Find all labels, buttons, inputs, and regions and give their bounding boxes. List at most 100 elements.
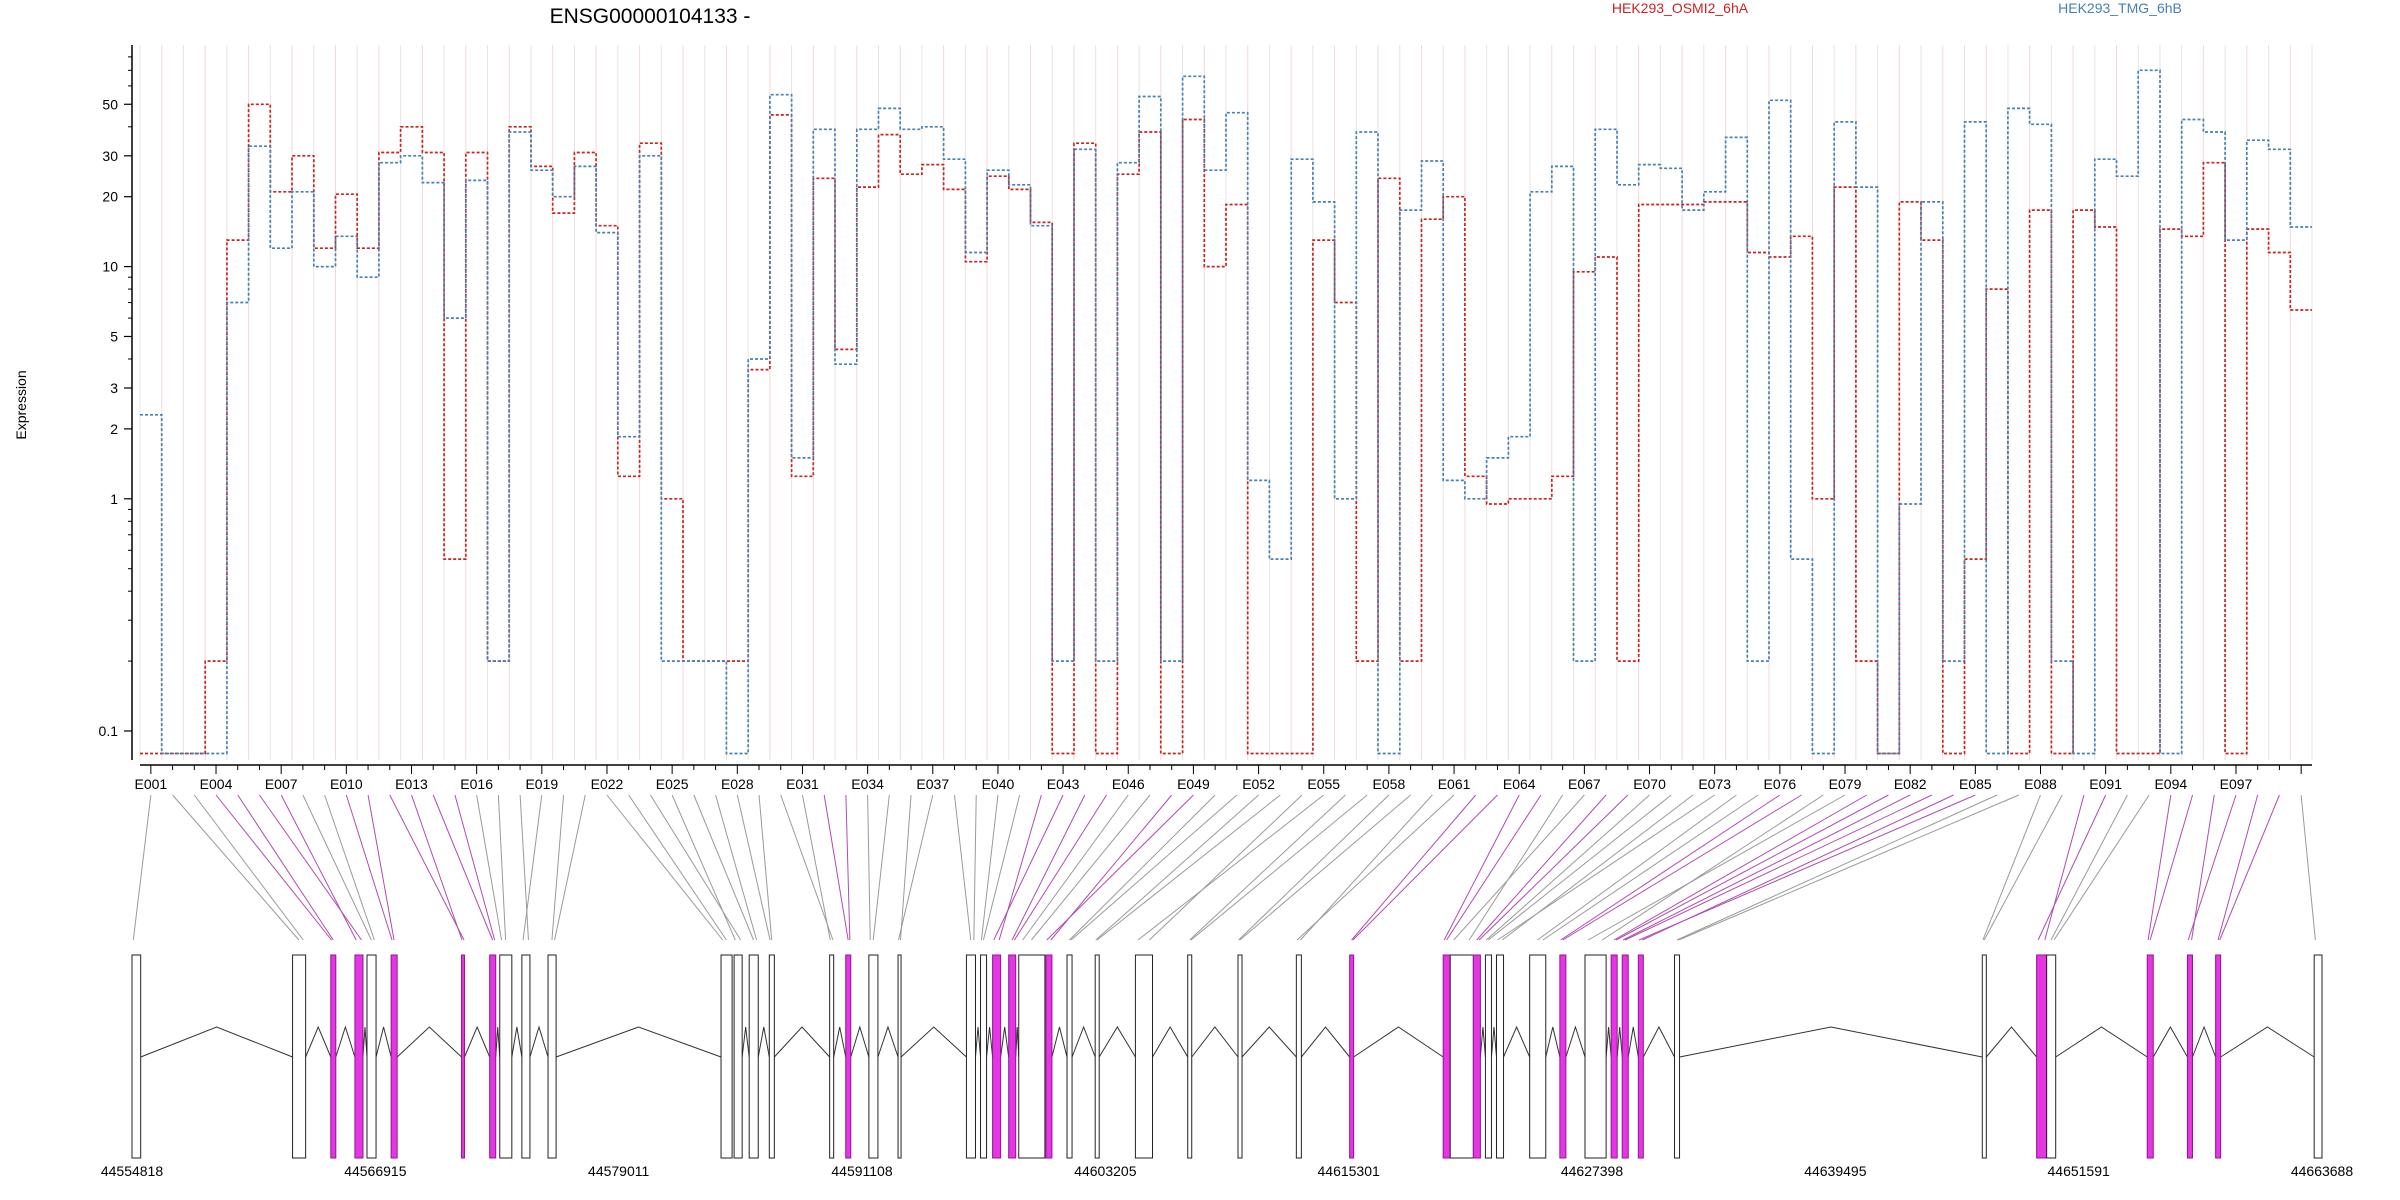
- exon-block: [521, 954, 531, 1159]
- exon-tick-label: E091: [2089, 776, 2122, 792]
- exon-link-line: [1453, 794, 1585, 941]
- exon-tick-label: E052: [1242, 776, 1275, 792]
- exon-link-line: [432, 794, 494, 941]
- exon-tick-label: E073: [1698, 776, 1731, 792]
- intron-connector: [741, 1026, 750, 1058]
- exon-link-line: [302, 794, 372, 941]
- y-tick-label: 1: [110, 491, 118, 507]
- intron-connector: [1152, 1026, 1189, 1058]
- exon-link-line: [998, 794, 1042, 941]
- exon-tick-label: E019: [525, 776, 558, 792]
- exon-tick-label: E049: [1177, 776, 1210, 792]
- exon-link-line: [1189, 794, 1346, 941]
- exon-tick-label: E022: [591, 776, 624, 792]
- intron-connector: [495, 1026, 501, 1058]
- exon-block: [720, 954, 733, 1159]
- exon-block: [980, 954, 988, 1159]
- exon-block-highlight: [1349, 954, 1355, 1159]
- exon-link-line: [2053, 794, 2150, 941]
- exon-link-line: [780, 794, 834, 941]
- exon-link-line: [758, 794, 773, 941]
- exon-link-line: [324, 794, 375, 941]
- intron-connector: [2152, 1025, 2188, 1058]
- exon-link-line: [367, 794, 395, 941]
- exon-link-line: [2217, 794, 2259, 941]
- exon-tick-label: E088: [2024, 776, 2057, 792]
- exon-block-highlight: [489, 954, 497, 1159]
- exon-link-line: [1296, 794, 1455, 941]
- exon-tick-label: E067: [1568, 776, 1601, 792]
- intron-connector: [1051, 1026, 1068, 1058]
- exon-block-highlight: [2186, 954, 2193, 1159]
- exon-link-line: [411, 794, 463, 941]
- intron-connector: [877, 1025, 899, 1058]
- intron-connector: [2055, 1026, 2148, 1058]
- exon-link-line: [993, 794, 1064, 941]
- exon-tick-label: E013: [395, 776, 428, 792]
- intron-connector: [1985, 1026, 2037, 1058]
- exon-block-highlight: [992, 954, 1002, 1159]
- exon-link-line: [1096, 794, 1281, 941]
- genomic-tick-label: 44615301: [1318, 1163, 1381, 1179]
- exon-block-highlight: [1559, 954, 1567, 1159]
- intron-connector: [986, 1026, 994, 1058]
- exon-block-highlight: [1637, 954, 1644, 1159]
- exon-block: [768, 954, 775, 1159]
- exon-link-line: [1615, 794, 1889, 941]
- exon-tick-label: E034: [851, 776, 884, 792]
- exon-link-line: [454, 794, 496, 941]
- legend-entry-tmg: HEK293_TMG_6hB: [2058, 0, 2182, 16]
- exon-link-line: [1982, 794, 2041, 941]
- exon-link-line: [2044, 794, 2085, 941]
- exon-link-line: [2147, 794, 2172, 941]
- exon-link-line: [1622, 794, 1911, 941]
- intron-connector: [1000, 1026, 1010, 1058]
- exon-link-line: [973, 794, 977, 941]
- exon-link-line: [1476, 794, 1607, 941]
- exon-link-line: [1468, 794, 1564, 941]
- legend-entry-osmi2: HEK293_OSMI2_6hA: [1612, 0, 1749, 16]
- exon-tick-label: E025: [656, 776, 689, 792]
- exon-link-line: [1485, 794, 1650, 941]
- exon-tick-label: E079: [1829, 776, 1862, 792]
- exon-block: [897, 954, 902, 1159]
- exon-tick-label: E040: [982, 776, 1015, 792]
- exon-link-line: [1022, 794, 1129, 941]
- exon-link-line: [1587, 794, 1846, 941]
- intron-connector: [900, 1026, 967, 1058]
- exon-link-line: [476, 794, 503, 941]
- intron-connector: [375, 1026, 392, 1058]
- intron-connector: [511, 1026, 523, 1058]
- exon-block-highlight: [1621, 954, 1629, 1159]
- y-axis: 0.1 1 2 3 5 10 20 30 50: [99, 45, 133, 760]
- exon-tick-label: E055: [1307, 776, 1340, 792]
- y-tick-label: 5: [110, 328, 118, 344]
- exon-tick-label: E064: [1503, 776, 1536, 792]
- exon-link-line: [1238, 794, 1390, 941]
- exon-link-line: [132, 794, 152, 941]
- intron-connector: [1679, 1026, 1983, 1058]
- intron-connector: [140, 1026, 293, 1058]
- intron-connector: [1642, 1025, 1675, 1058]
- intron-connector: [1191, 1026, 1239, 1058]
- genomic-tick-label: 44663688: [2291, 1163, 2354, 1179]
- exon-link-line: [172, 794, 300, 941]
- exon-link-line: [2187, 794, 2237, 941]
- exon-link-line: [1497, 794, 1715, 941]
- y-tick-label: 20: [102, 189, 118, 205]
- exon-block-highlight: [2036, 954, 2048, 1159]
- intron-connector: [1605, 1026, 1612, 1058]
- exon-link-line: [1011, 794, 1086, 941]
- exon-block-highlight: [1045, 954, 1053, 1159]
- exon-block-highlight: [1442, 954, 1451, 1159]
- exon-link-line: [2037, 794, 2107, 941]
- intron-connector: [1627, 1026, 1639, 1058]
- exon-link-line: [628, 794, 727, 941]
- exon-block: [2313, 954, 2323, 1159]
- exon-link-lines: [132, 794, 2316, 941]
- exon-link-line: [1542, 794, 1759, 941]
- exon-block-highlight: [2146, 954, 2154, 1159]
- genomic-tick-label: 44591108: [831, 1163, 892, 1179]
- intron-connector: [396, 1026, 462, 1058]
